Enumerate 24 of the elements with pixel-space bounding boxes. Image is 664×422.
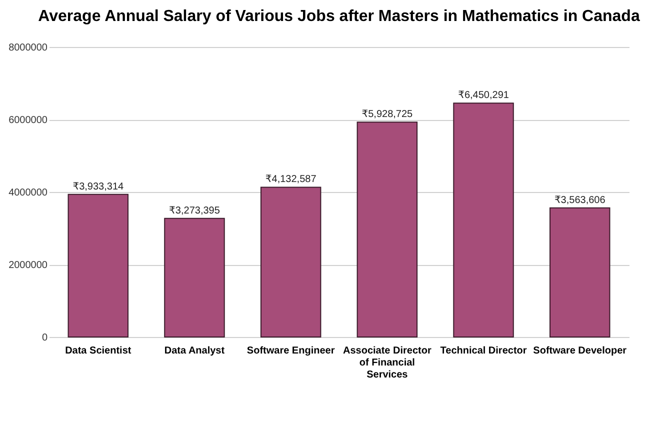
bar xyxy=(164,218,225,338)
data-label: ₹3,273,395 xyxy=(169,205,220,216)
bar xyxy=(549,207,610,338)
data-label: ₹6,450,291 xyxy=(458,90,510,102)
chart-title: Average Annual Salary of Various Jobs after Masters in Mathematics in Canada xyxy=(38,8,640,25)
data-label: ₹4,132,587 xyxy=(265,174,317,186)
bar xyxy=(68,194,129,338)
y-tick-label: 8000000 xyxy=(8,42,48,54)
bar xyxy=(356,122,418,338)
x-tick-label: Technical Director xyxy=(440,346,527,356)
y-tick-label: 2000000 xyxy=(8,260,48,271)
y-tick-label: 4000000 xyxy=(8,188,48,198)
bar xyxy=(260,186,322,338)
data-label: ₹3,933,314 xyxy=(72,181,124,192)
x-tick-label: Data Scientist xyxy=(65,346,132,356)
x-tick-label: Software Developer xyxy=(533,346,627,356)
data-label: ₹3,563,606 xyxy=(554,194,606,206)
bar xyxy=(453,102,514,338)
x-tick-label: Software Engineer xyxy=(246,346,335,356)
y-tick-label: 6000000 xyxy=(8,115,48,126)
data-label: ₹5,928,725 xyxy=(362,109,414,120)
y-tick-label: 0 xyxy=(42,332,48,344)
x-tick-label: Data Analyst xyxy=(164,346,226,356)
x-tick-label: Associate Director of Financial Services xyxy=(342,346,432,380)
